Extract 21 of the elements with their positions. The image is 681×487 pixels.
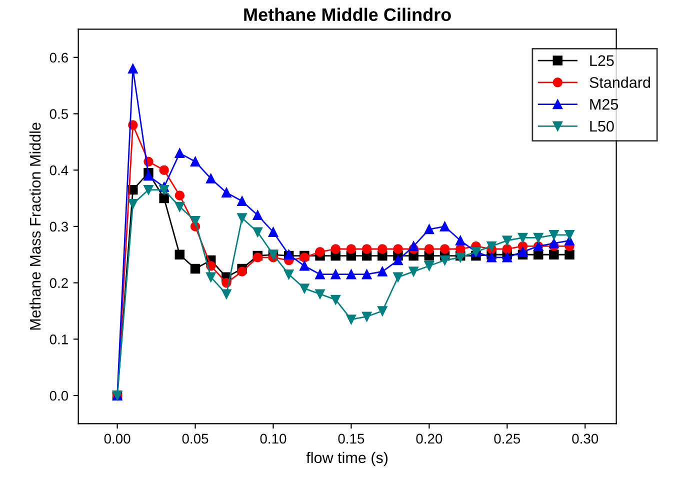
legend-label: L50 xyxy=(590,120,614,132)
x-tick-label: 0.05 xyxy=(182,434,208,444)
y-tick-label: 0.2 xyxy=(50,278,68,288)
y-tick-label: 0.5 xyxy=(50,109,68,119)
y-tick-label: 0.1 xyxy=(50,334,68,344)
x-tick-label: 0.25 xyxy=(494,434,520,444)
y-tick-label: 0.6 xyxy=(50,52,68,63)
legend-label: M25 xyxy=(590,98,618,110)
chart-title: Methane Middle Cilindro xyxy=(244,8,451,22)
legend-label: L25 xyxy=(590,55,614,66)
x-tick-label: 0.10 xyxy=(260,434,286,444)
x-tick-label: 0.20 xyxy=(416,434,442,444)
x-tick-label: 0.30 xyxy=(572,434,598,444)
x-axis-title: flow time (s) xyxy=(306,452,388,466)
y-tick-label: 0.4 xyxy=(50,165,68,176)
x-tick-label: 0.15 xyxy=(338,434,364,444)
legend-label: Standard xyxy=(590,76,650,88)
y-axis-title: Methane Mass Fraction Middle xyxy=(29,122,41,330)
y-tick-label: 0.0 xyxy=(50,390,68,401)
y-tick-label: 0.3 xyxy=(50,222,68,232)
x-tick-label: 0.00 xyxy=(104,434,130,444)
